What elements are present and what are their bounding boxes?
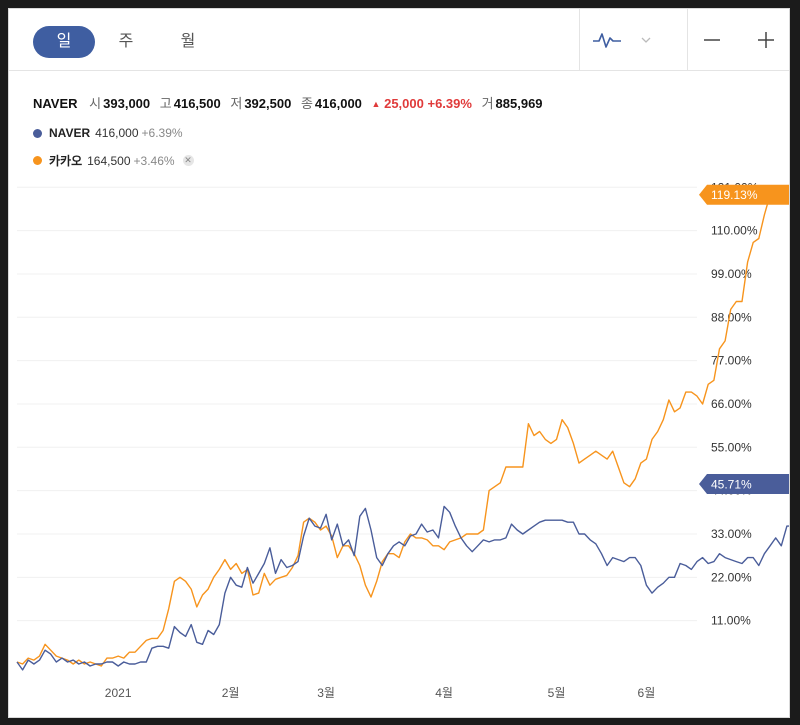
- y-tick-label: 11.00%: [711, 614, 751, 628]
- high-label: 고: [159, 96, 172, 111]
- tag-label: 45.71%: [711, 477, 752, 491]
- minus-icon: [704, 39, 720, 41]
- line-chart-icon[interactable]: [585, 23, 629, 57]
- x-tick-label: 5월: [548, 686, 566, 700]
- legend-dot: [33, 156, 42, 165]
- zoom-out-button[interactable]: [697, 23, 727, 57]
- legend-item-naver: NAVER 416,000 +6.39%: [33, 126, 183, 140]
- y-tick-label: 55.00%: [711, 440, 752, 454]
- chart-series: [16, 194, 789, 671]
- remove-series-button[interactable]: ✕: [182, 155, 194, 166]
- chart-toolbar: 일 주 월: [9, 9, 789, 71]
- tag-label: 119.13%: [711, 188, 758, 202]
- legend-name: NAVER: [49, 126, 91, 140]
- last-value-tag: 45.71%: [699, 473, 789, 494]
- legend-item-kakao: 카카오 164,500 +3.46% ✕: [33, 152, 194, 169]
- legend-name: 카카오: [49, 154, 83, 168]
- y-tick-label: 22.00%: [711, 570, 752, 584]
- volume-value: 885,969: [495, 96, 543, 111]
- low-label: 저: [230, 96, 243, 111]
- x-tick-label: 2021: [105, 686, 132, 700]
- last-value-tag: 119.13%: [699, 184, 789, 205]
- legend-dot: [33, 128, 42, 138]
- tab-weekly[interactable]: 주: [118, 33, 134, 50]
- open-label: 시: [89, 96, 102, 111]
- series-line: [16, 505, 789, 671]
- x-tick-label: 6월: [638, 686, 656, 700]
- tag-background: [699, 473, 789, 494]
- change-percent: +6.39%: [427, 96, 472, 111]
- chevron-down-icon[interactable]: [633, 23, 659, 57]
- x-tick-label: 2월: [222, 686, 240, 700]
- zoom-in-button[interactable]: [751, 23, 781, 57]
- chart-gridlines: [17, 186, 697, 622]
- low-value: 392,500: [244, 96, 292, 111]
- y-tick-label: 110.00%: [711, 224, 758, 238]
- close-label: 종: [300, 96, 313, 111]
- chart-widget: 일 주 월 NAVER 시 393,000: [8, 8, 790, 718]
- y-tick-label: 66.00%: [711, 397, 752, 411]
- y-tick-label: 33.00%: [711, 527, 752, 541]
- legend-value: 164,500: [87, 153, 131, 168]
- volume-label: 거: [481, 96, 494, 111]
- x-tick-label: 4월: [435, 686, 453, 700]
- up-arrow-icon: ▲: [371, 99, 381, 109]
- y-axis-labels: 11.00%22.00%33.00%44.00%55.00%66.00%77.0…: [711, 180, 759, 627]
- quote-summary: NAVER 시 393,000 고 416,500 저 392,500 종 416,00…: [33, 93, 549, 112]
- y-tick-label: 88.00%: [711, 310, 752, 324]
- toolbar-divider: [687, 9, 688, 71]
- high-value: 416,500: [173, 96, 221, 111]
- legend-value: 416,000: [95, 126, 139, 140]
- legend-change: +3.46%: [133, 153, 175, 168]
- stock-name: NAVER: [33, 96, 78, 111]
- y-tick-label: 99.00%: [711, 267, 752, 281]
- open-value: 393,000: [103, 96, 151, 111]
- tab-monthly[interactable]: 월: [180, 33, 196, 50]
- toolbar-divider: [579, 9, 580, 71]
- plus-icon: [758, 31, 774, 48]
- comparison-line-chart: 11.00%22.00%33.00%44.00%55.00%66.00%77.0…: [16, 180, 789, 700]
- tab-daily[interactable]: 일: [33, 26, 95, 58]
- series-line: [16, 194, 771, 667]
- y-tick-label: 77.00%: [711, 354, 752, 368]
- x-tick-label: 3월: [317, 686, 335, 700]
- last-value-tags: 45.71% 119.13%: [699, 184, 789, 494]
- legend-change: +6.39%: [141, 126, 183, 140]
- x-axis-labels: 2021 2월 3월 4월 5월 6월: [105, 686, 655, 700]
- tag-background: [699, 184, 789, 205]
- close-value: 416,000: [314, 96, 362, 111]
- change-value: ▲ 25,000 +6.39%: [371, 96, 472, 111]
